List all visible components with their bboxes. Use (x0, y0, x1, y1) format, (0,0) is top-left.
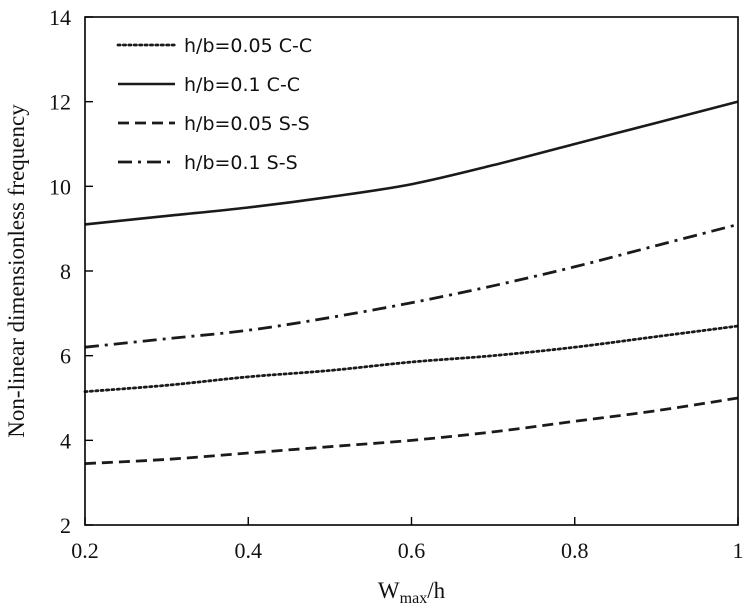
x-axis-title: Wmax/h (378, 578, 446, 607)
x-tick-label: 0.4 (235, 538, 263, 563)
x-tick-label: 0.6 (398, 538, 426, 563)
series-line-2 (84, 100, 739, 226)
y-tick-label: 6 (60, 344, 71, 369)
x-axis-ticks: 0.2 0.4 0.6 0.8 1 (71, 517, 744, 563)
plot-lines (83, 100, 740, 466)
legend-label-1: h/b=0.05 C-C (184, 35, 312, 57)
y-tick-label: 2 (60, 513, 71, 538)
x-tick-label: 1 (733, 538, 744, 563)
legend-label-2: h/b=0.1 C-C (184, 74, 300, 96)
series-line-3 (84, 396, 739, 466)
plot-frame (84, 16, 739, 526)
y-axis-title: Non-linear dimensionless frequency (4, 104, 29, 438)
legend-label-4: h/b=0.1 S-S (184, 152, 298, 174)
x-axis-title-subscript: max (400, 590, 428, 607)
x-axis-title-main: W (378, 578, 400, 603)
x-tick-label: 0.2 (71, 538, 99, 563)
y-tick-label: 4 (60, 428, 71, 453)
y-tick-label: 14 (49, 5, 71, 30)
x-axis-title-tail: /h (427, 578, 445, 603)
series-line-4 (84, 223, 739, 349)
legend: h/b=0.05 C-C h/b=0.1 C-C h/b=0.05 S-S h/b=0… (116, 35, 312, 174)
x-tick-label: 0.8 (561, 538, 589, 563)
legend-label-3: h/b=0.05 S-S (184, 113, 310, 135)
y-tick-label: 8 (60, 259, 71, 284)
y-tick-label: 10 (49, 174, 71, 199)
series-line-1 (83, 324, 740, 394)
y-tick-label: 12 (49, 90, 71, 115)
y-axis-ticks: 2 4 6 8 10 12 14 (49, 5, 93, 538)
